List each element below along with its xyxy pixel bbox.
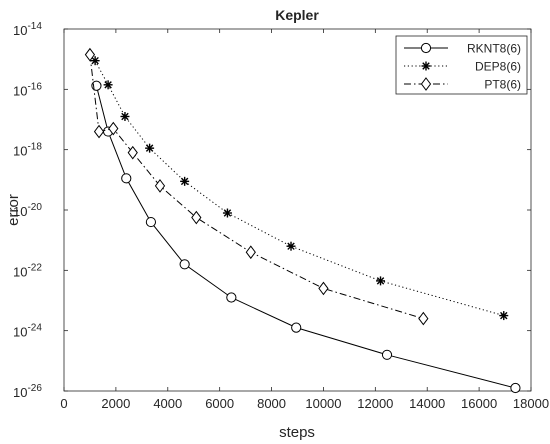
chart-title: Kepler <box>275 7 319 23</box>
legend-box <box>395 35 528 95</box>
data-point <box>291 322 302 333</box>
data-point <box>145 216 157 228</box>
y-tick-label: 10-16 <box>13 81 42 98</box>
x-tick-label: 12000 <box>357 396 393 411</box>
legend-item: DEP8(6) <box>404 60 521 74</box>
data-point <box>154 179 166 193</box>
legend-label: DEP8(6) <box>475 60 521 74</box>
legend-item: RKNT8(6) <box>404 42 521 56</box>
data-point <box>222 208 232 218</box>
data-point <box>510 382 521 394</box>
data-point <box>180 176 190 186</box>
data-point <box>318 281 329 296</box>
data-point <box>121 173 132 184</box>
x-tick-label: 14000 <box>409 396 445 411</box>
data-point <box>84 47 96 62</box>
y-axis-label: error <box>5 194 22 226</box>
x-tick-label: 0 <box>60 396 67 411</box>
y-tick-label: 10-24 <box>13 323 42 340</box>
x-tick-label: 2000 <box>101 396 130 411</box>
legend: RKNT8(6) DEP8(6) PT8(6) <box>395 35 528 95</box>
data-point <box>103 80 113 90</box>
data-point <box>245 245 256 260</box>
data-point <box>90 56 100 66</box>
data-point <box>420 77 432 91</box>
data-point <box>127 145 138 160</box>
y-tick-label: 10-22 <box>13 262 42 279</box>
x-tick-label: 18000 <box>513 396 549 411</box>
series-DEP8(6) <box>90 56 509 321</box>
x-tick-label: 4000 <box>153 396 182 411</box>
y-tick-label: 10-18 <box>13 142 42 159</box>
legend-label: PT8(6) <box>484 78 521 92</box>
legend-label: RKNT8(6) <box>467 42 521 56</box>
data-point <box>108 121 119 136</box>
data-point <box>145 143 155 153</box>
data-point <box>120 111 130 121</box>
x-tick-label: 8000 <box>257 396 286 411</box>
x-tick-label: 6000 <box>205 396 234 411</box>
data-point <box>421 61 431 71</box>
data-point <box>226 292 237 303</box>
x-axis-label: steps <box>279 424 315 441</box>
data-point <box>286 241 296 251</box>
series-PT8(6) <box>84 47 429 326</box>
data-point <box>418 311 429 326</box>
data-point <box>420 42 432 54</box>
x-tick-label: 10000 <box>305 396 341 411</box>
data-point <box>179 259 190 270</box>
y-tick-label: 10-26 <box>13 383 42 400</box>
x-tick-label: 16000 <box>461 396 497 411</box>
axis-ticks: 0 2000 4000 6000 8000 10000 12000 14000 16000 180… <box>13 21 549 411</box>
series-layer <box>84 47 521 394</box>
data-point <box>381 349 393 360</box>
data-point <box>191 210 202 225</box>
data-point <box>499 311 509 321</box>
data-point <box>376 276 386 286</box>
y-tick-label: 10-14 <box>13 21 42 38</box>
legend-item: PT8(6) <box>404 77 521 92</box>
data-point <box>93 124 105 139</box>
